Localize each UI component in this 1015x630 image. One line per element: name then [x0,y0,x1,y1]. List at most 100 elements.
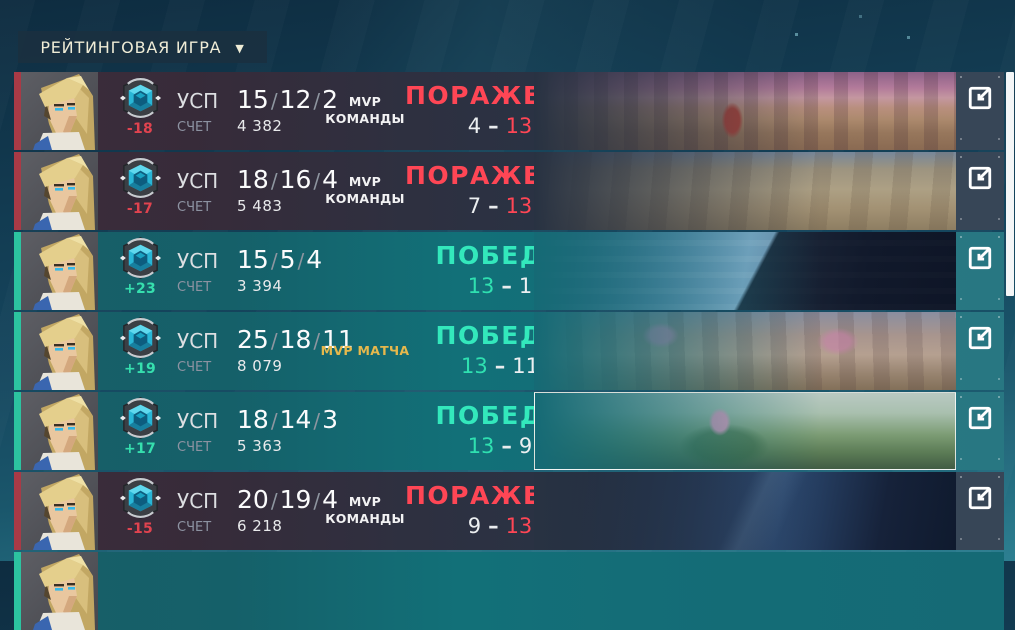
match-row[interactable]: -18 УСП 15/12/2 СЧЕТ 4 382 MVP КОМАНДЫ П… [14,72,1004,150]
corner-dots [960,76,962,78]
rating-change: -18 [126,121,154,137]
kda-label: УСП [177,249,219,273]
queue-filter-label: РЕЙТИНГОВАЯ ИГРА [40,37,222,57]
match-row-partial[interactable] [14,552,1004,630]
rank-badge: -17 [112,156,168,217]
rank-badge-icon [118,156,162,200]
rounds-score: 9–13 [467,514,533,538]
combat-score-label: СЧЕТ [177,520,212,535]
mvp-label: MVP КОМАНДЫ [325,174,405,206]
rank-badge: -18 [112,76,168,137]
match-row[interactable]: +19 УСП 25/18/11 СЧЕТ 8 079 MVP МАТЧА ПО… [14,312,1004,390]
rounds-score: 13–9 [467,434,533,458]
combat-score-label: СЧЕТ [177,440,212,455]
rank-badge-icon [118,236,162,280]
queue-filter-dropdown[interactable]: РЕЙТИНГОВАЯ ИГРА ▼ [18,31,267,63]
mvp-label: MVP МАТЧА [320,342,410,358]
mvp-label: MVP КОМАНДЫ [325,494,405,526]
corner-dots [960,476,962,478]
agent-portrait [21,552,98,630]
result-stripe [14,392,21,470]
combat-score-value: 4 382 [237,117,283,135]
combat-score-value: 5 363 [237,437,283,455]
match-stats: УСП 25/18/11 СЧЕТ 8 079 [177,325,354,375]
match-stats: УСП 15/12/2 СЧЕТ 4 382 [177,85,338,135]
rank-badge-icon [118,76,162,120]
rating-change: +23 [123,281,157,297]
match-row[interactable]: +17 УСП 18/14/3 СЧЕТ 5 363 ПОБЕДА 13–9 [14,392,1004,470]
rank-badge: +23 [112,236,168,297]
result-stripe [14,232,21,310]
match-details-button[interactable] [956,472,1004,550]
match-stats: УСП 15/5/4 СЧЕТ 3 394 [177,245,322,295]
map-thumbnail [534,72,956,150]
match-details-button[interactable] [956,232,1004,310]
agent-portrait [21,472,98,550]
match-details-button[interactable] [956,392,1004,470]
map-thumbnail [534,152,956,230]
match-details-button[interactable] [956,312,1004,390]
match-details-icon [968,326,992,350]
map-thumbnail [534,392,956,470]
kda-label: УСП [177,489,219,513]
map-thumbnail [534,232,956,310]
background-dots [795,33,798,36]
combat-score-label: СЧЕТ [177,360,212,375]
rank-badge: +19 [112,316,168,377]
combat-score-label: СЧЕТ [177,120,212,135]
agent-portrait [21,392,98,470]
rounds-score: 7–13 [467,194,533,218]
kda-values: 20/19/4 [237,485,339,514]
combat-score-label: СЧЕТ [177,200,212,215]
corner-dots [960,236,962,238]
result-stripe [14,312,21,390]
rank-badge: -15 [112,476,168,537]
combat-score-value: 3 394 [237,277,283,295]
combat-score-value: 8 079 [237,357,283,375]
kda-values: 15/12/2 [237,85,339,114]
kda-label: УСП [177,169,219,193]
match-stats: УСП 20/19/4 СЧЕТ 6 218 [177,485,338,535]
rank-badge: +17 [112,396,168,457]
rating-change: +17 [123,441,157,457]
combat-score-value: 5 483 [237,197,283,215]
result-stripe [14,552,21,630]
match-row[interactable]: -15 УСП 20/19/4 СЧЕТ 6 218 MVP КОМАНДЫ П… [14,472,1004,550]
scrollbar-thumb[interactable] [1006,72,1014,296]
rating-change: -15 [126,521,154,537]
kda-values: 15/5/4 [237,245,323,274]
match-row[interactable]: -17 УСП 18/16/4 СЧЕТ 5 483 MVP КОМАНДЫ П… [14,152,1004,230]
kda-label: УСП [177,89,219,113]
corner-dots [960,156,962,158]
kda-values: 18/14/3 [237,405,339,434]
rank-badge-icon [118,316,162,360]
match-stats: УСП 18/16/4 СЧЕТ 5 483 [177,165,338,215]
agent-portrait [21,72,98,150]
match-details-icon [968,246,992,270]
match-details-icon [968,166,992,190]
kda-values: 25/18/11 [237,325,354,354]
rating-change: -17 [126,201,154,217]
match-details-icon [968,406,992,430]
agent-portrait [21,232,98,310]
dropdown-caret-icon: ▼ [235,41,245,55]
map-thumbnail [534,472,956,550]
match-details-icon [968,86,992,110]
match-details-button[interactable] [956,72,1004,150]
result-stripe [14,152,21,230]
match-row[interactable]: +23 УСП 15/5/4 СЧЕТ 3 394 ПОБЕДА 13–1 [14,232,1004,310]
combat-score-value: 6 218 [237,517,283,535]
rounds-score: 4–13 [467,114,533,138]
result-stripe [14,72,21,150]
mvp-label: MVP КОМАНДЫ [325,94,405,126]
agent-portrait [21,152,98,230]
rank-badge-icon [118,396,162,440]
agent-portrait [21,312,98,390]
rounds-score: 13–1 [467,274,533,298]
corner-dots [960,396,962,398]
kda-label: УСП [177,409,219,433]
match-details-icon [968,486,992,510]
result-stripe [14,472,21,550]
rating-change: +19 [123,361,157,377]
match-details-button[interactable] [956,152,1004,230]
